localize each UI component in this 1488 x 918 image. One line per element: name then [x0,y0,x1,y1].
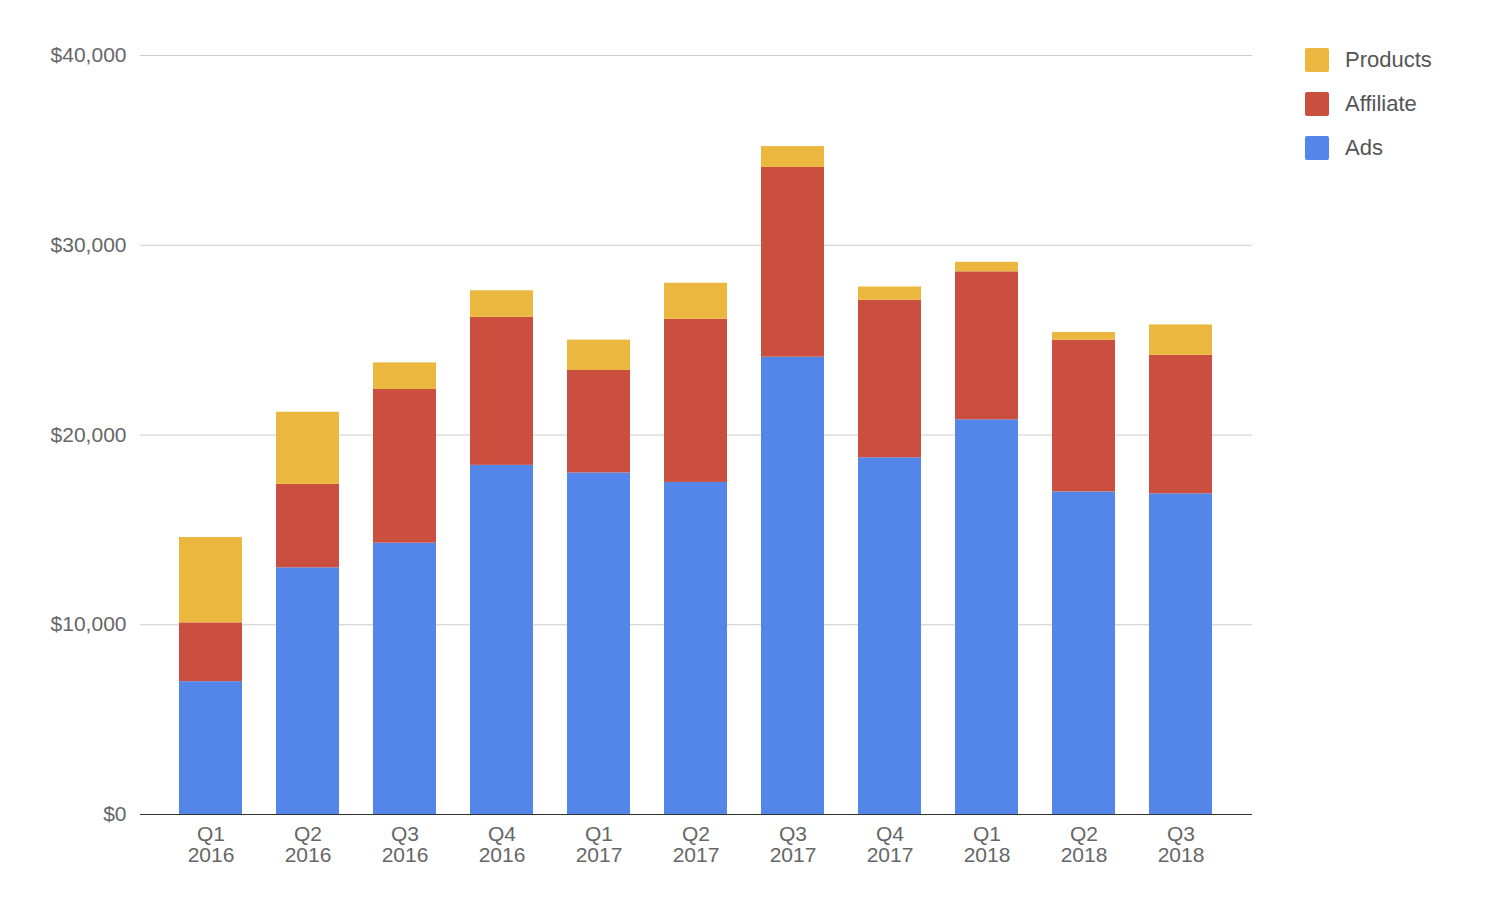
svg-text:Q12018: Q12018 [964,822,1011,866]
svg-text:Q22018: Q22018 [1061,822,1108,866]
svg-text:Q32016: Q32016 [382,822,429,866]
svg-text:Q22016: Q22016 [285,822,332,866]
html-text:Products: Products [1345,47,1432,72]
svg-text:Q42016: Q42016 [479,822,526,866]
svg-text:Q32018: Q32018 [1158,822,1205,866]
svg-text:Q42017: Q42017 [867,822,914,866]
svg-text:$20,000: $20,000 [51,423,127,446]
svg-text:Q12016: Q12016 [188,822,235,866]
svg-text:Q12017: Q12017 [576,822,623,866]
svg-text:$30,000: $30,000 [51,233,127,256]
svg-text:$0: $0 [103,802,126,825]
svg-text:$40,000: $40,000 [51,43,127,66]
svg-text:Q32017: Q32017 [770,822,817,866]
html-text:Ads: Ads [1345,135,1383,160]
svg-text:Q22017: Q22017 [673,822,720,866]
svg-text:$10,000: $10,000 [51,612,127,635]
html-text:Affiliate: Affiliate [1345,91,1417,116]
